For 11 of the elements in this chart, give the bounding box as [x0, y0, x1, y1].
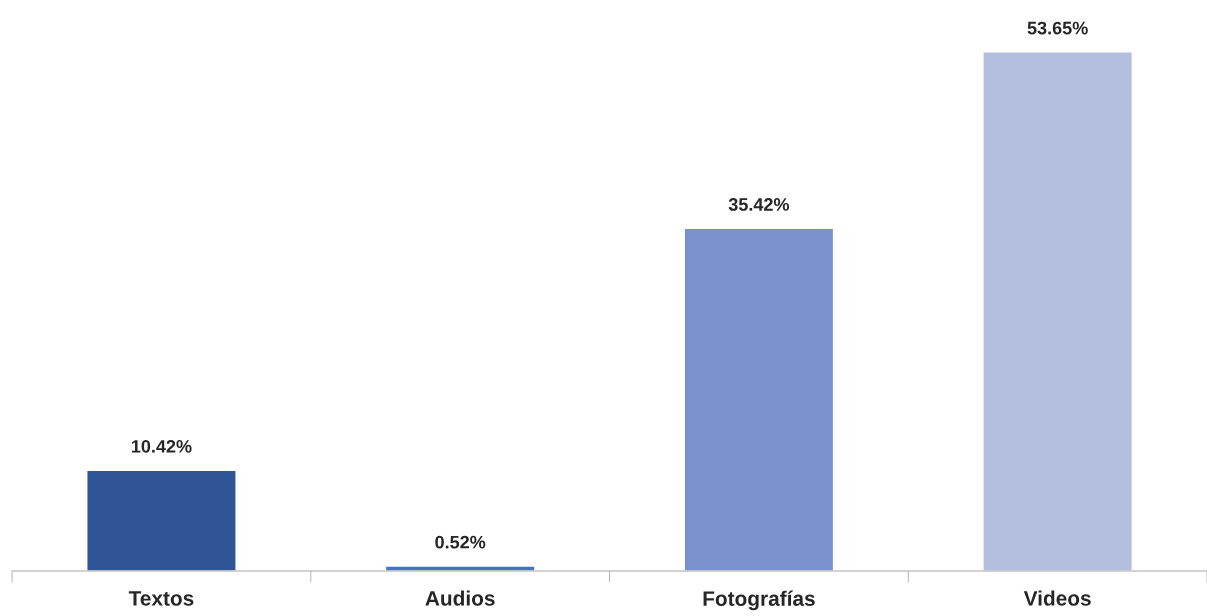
x-tick-label: Textos — [128, 591, 194, 606]
data-label: 0.52% — [435, 535, 486, 549]
x-tick-label: Audios — [425, 590, 495, 606]
x-tick-label: Videos — [1023, 590, 1091, 606]
data-label: 53.65% — [1027, 21, 1088, 35]
data-label: 10.42% — [131, 439, 192, 453]
bar — [683, 227, 835, 572]
bar — [982, 51, 1134, 572]
x-tick-label: Fotografías — [703, 590, 815, 611]
data-label: 35.42% — [728, 198, 790, 211]
bar — [86, 469, 237, 572]
